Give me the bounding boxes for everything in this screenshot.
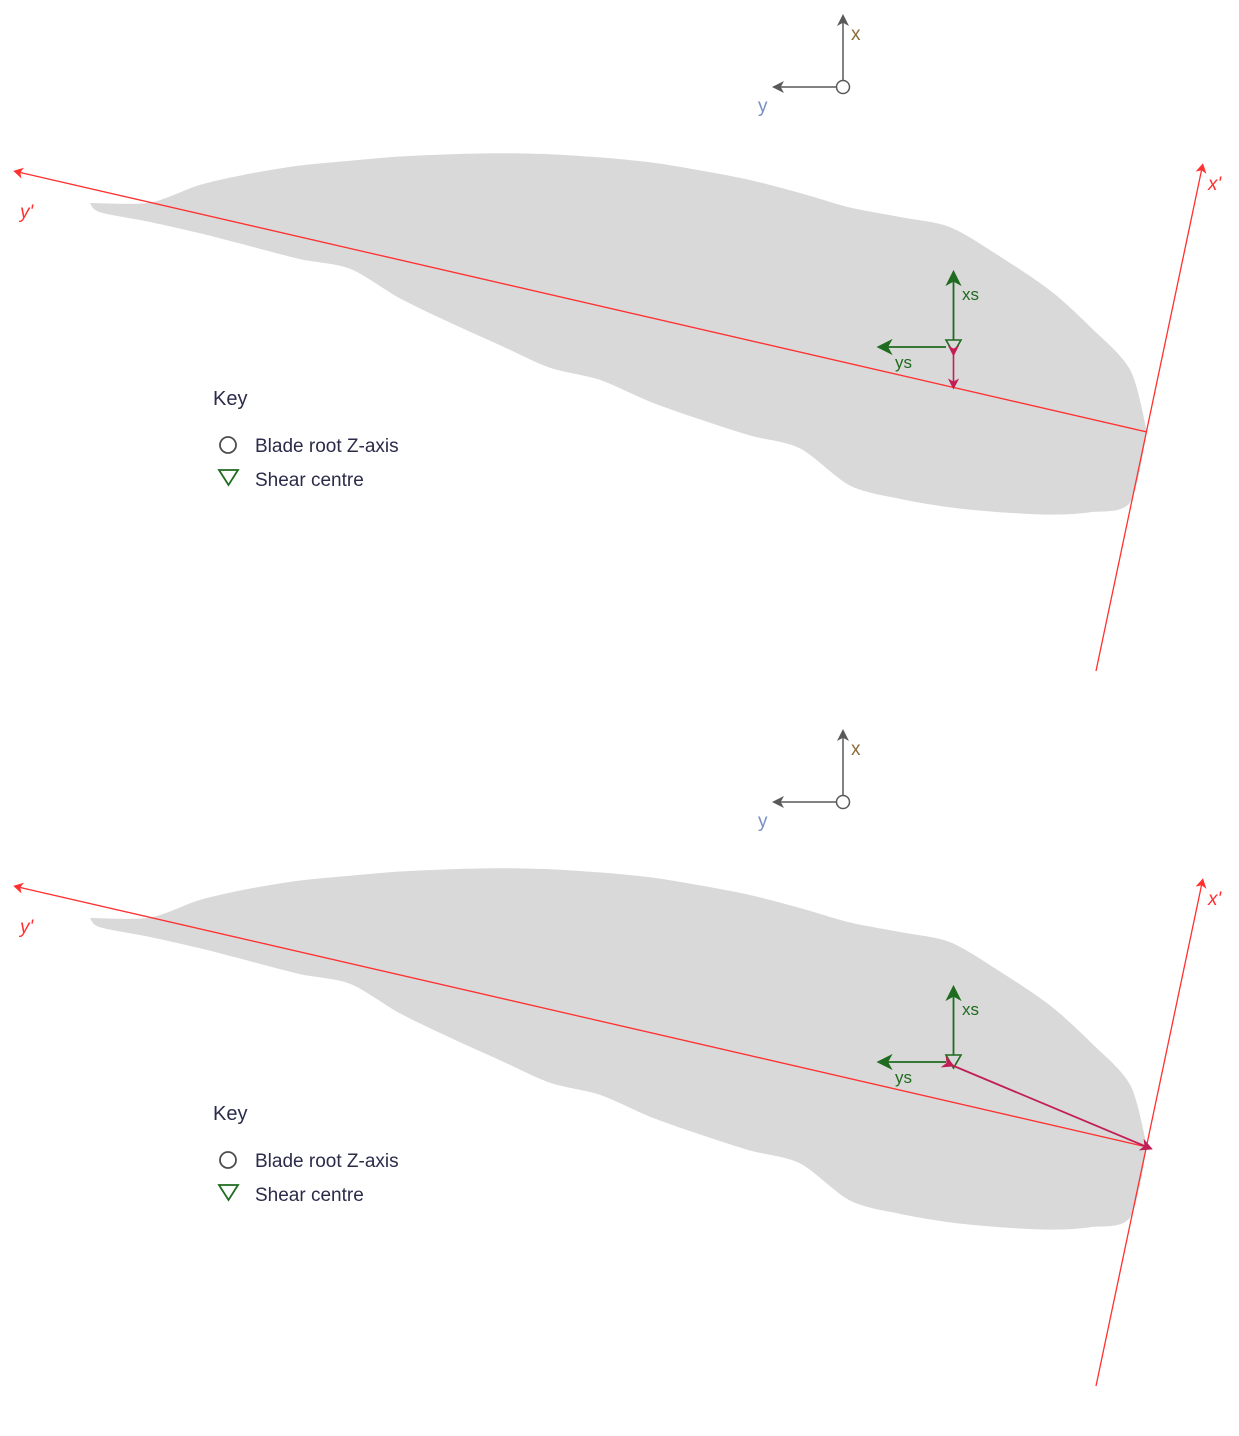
svg-text:Blade root Z-axis: Blade root Z-axis [255, 436, 399, 457]
svg-text:Key: Key [213, 388, 247, 410]
svg-text:xs: xs [962, 285, 979, 304]
svg-text:ys: ys [895, 1068, 912, 1087]
svg-text:x': x' [1207, 889, 1223, 910]
svg-text:xs: xs [962, 1000, 979, 1019]
svg-text:x: x [851, 739, 861, 760]
svg-text:ys: ys [895, 353, 912, 372]
svg-text:Blade root Z-axis: Blade root Z-axis [255, 1151, 399, 1172]
svg-text:y': y' [18, 917, 35, 938]
svg-text:y: y [758, 96, 768, 117]
svg-text:y: y [758, 811, 768, 832]
svg-text:y': y' [18, 202, 35, 223]
svg-text:Shear centre: Shear centre [255, 1185, 364, 1206]
svg-text:x: x [851, 24, 861, 45]
svg-text:Key: Key [213, 1103, 247, 1125]
svg-text:x': x' [1207, 174, 1223, 195]
svg-text:Shear centre: Shear centre [255, 470, 364, 491]
